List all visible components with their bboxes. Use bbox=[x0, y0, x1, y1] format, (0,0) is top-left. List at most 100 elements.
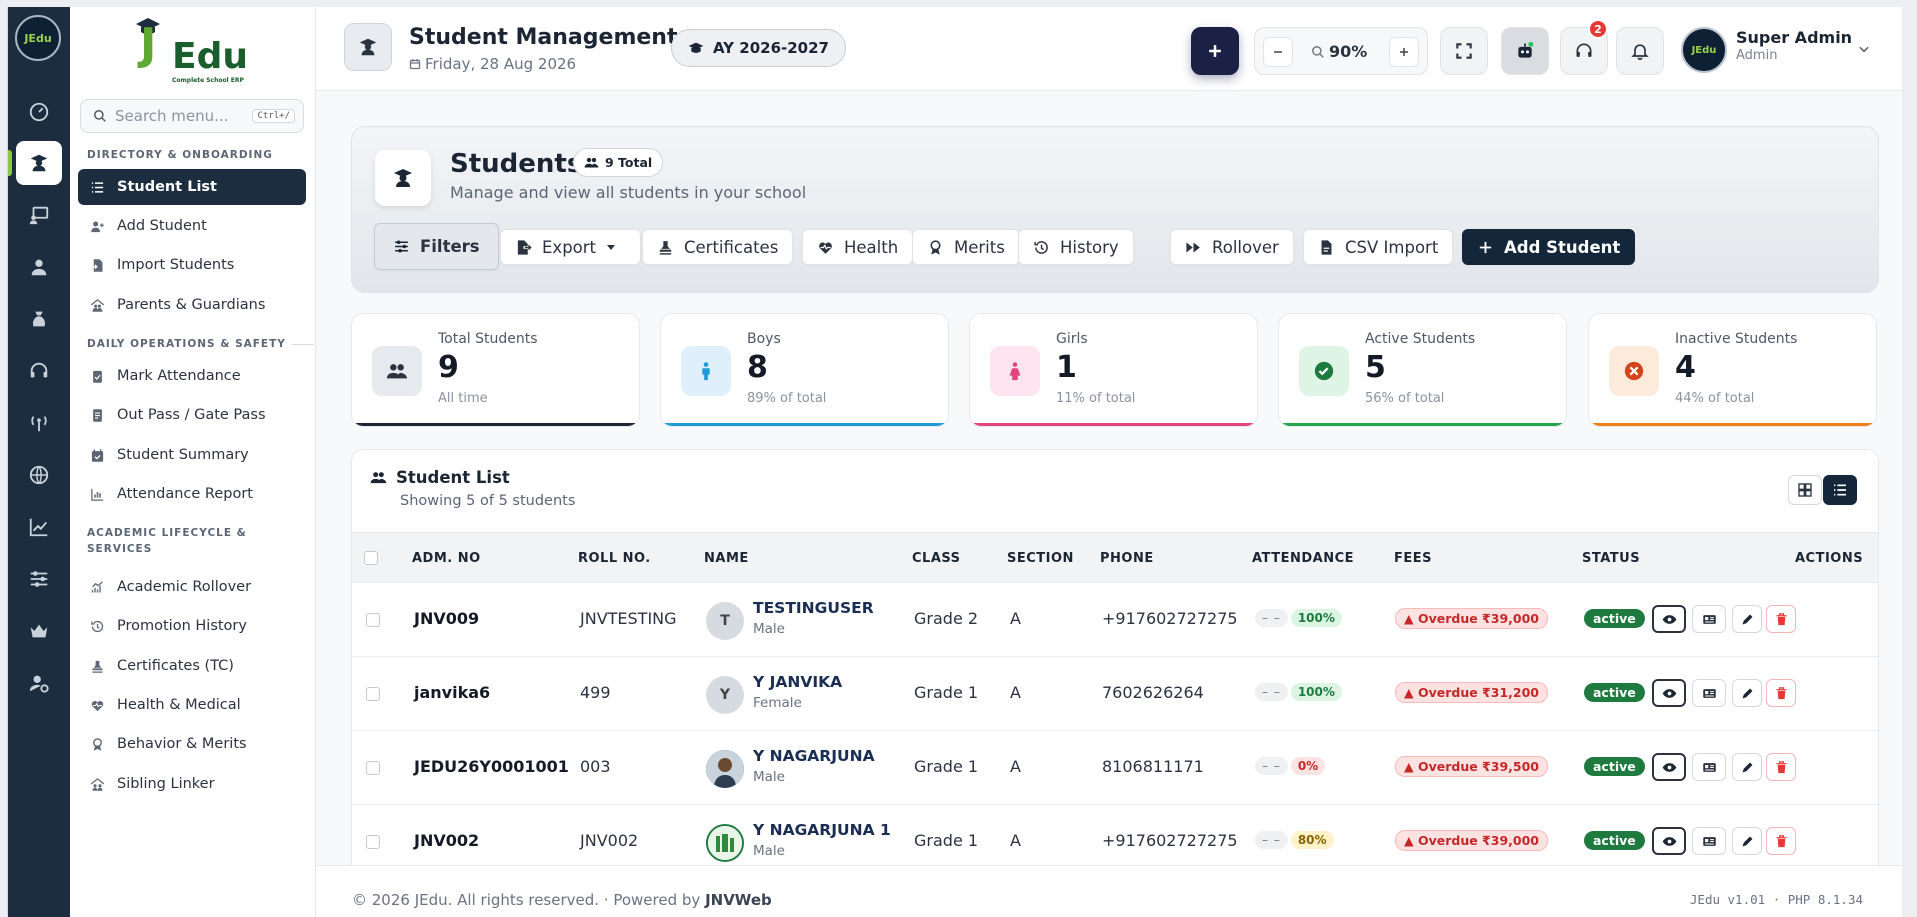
student-name[interactable]: Y NAGARJUNA 1 bbox=[753, 821, 891, 839]
powered-by-link[interactable]: JNVWeb bbox=[705, 891, 772, 909]
certificates-button[interactable]: Certificates bbox=[642, 229, 794, 265]
sidebar-item-import-students[interactable]: Import Students bbox=[78, 247, 306, 283]
stat-accent-bar bbox=[661, 423, 948, 426]
table-row[interactable]: JNV002 JNV002 Y NAGARJUNA 1 Male Grade 1… bbox=[352, 805, 1878, 879]
roll-no: 499 bbox=[580, 683, 611, 702]
zoom-out-button[interactable] bbox=[1263, 37, 1293, 67]
students-icon[interactable] bbox=[16, 141, 62, 185]
id-card-button[interactable] bbox=[1692, 753, 1726, 781]
academic-year-selector[interactable]: AY 2026-2027 bbox=[671, 29, 846, 67]
sidebar-item-academic-rollover[interactable]: Academic Rollover bbox=[78, 569, 306, 605]
student-name[interactable]: Y NAGARJUNA bbox=[753, 747, 875, 765]
column-header[interactable]: STATUS bbox=[1582, 551, 1641, 566]
jedu-logo[interactable]: J Edu Complete School ERP bbox=[132, 17, 252, 84]
table-row[interactable]: janvika6 499 Y Y JANVIKA Female Grade 1 … bbox=[352, 657, 1878, 731]
column-header[interactable]: PHONE bbox=[1100, 551, 1154, 566]
zoom-in-button[interactable] bbox=[1389, 37, 1419, 67]
avatar[interactable]: JEdu bbox=[1681, 27, 1727, 73]
edit-button[interactable] bbox=[1732, 827, 1762, 855]
sidebar-item-mark-attendance[interactable]: Mark Attendance bbox=[78, 358, 306, 394]
calendar-icon bbox=[409, 59, 421, 70]
sliders-icon[interactable] bbox=[16, 557, 62, 601]
sidebar-item-behavior[interactable]: Behavior & Merits bbox=[78, 726, 306, 762]
csv-import-button[interactable]: CSV Import bbox=[1303, 229, 1454, 265]
table-row[interactable]: JNV009 JNVTESTING T TESTINGUSER Male Gra… bbox=[352, 583, 1878, 657]
sidebar-item-sibling-linker[interactable]: Sibling Linker bbox=[78, 766, 306, 802]
rail-logo[interactable]: JEdu bbox=[15, 15, 61, 61]
id-card-button[interactable] bbox=[1692, 605, 1726, 633]
crown-icon[interactable] bbox=[16, 609, 62, 653]
student-name[interactable]: TESTINGUSER bbox=[753, 599, 874, 617]
dashboard-icon[interactable] bbox=[16, 90, 62, 134]
chevron-down-icon[interactable] bbox=[1857, 42, 1871, 56]
user-settings-icon[interactable] bbox=[16, 661, 62, 705]
delete-button[interactable] bbox=[1766, 605, 1796, 633]
export-button[interactable]: Export bbox=[500, 229, 642, 265]
row-checkbox[interactable] bbox=[366, 761, 380, 775]
support-icon[interactable] bbox=[16, 349, 62, 393]
sidebar-item-certificates[interactable]: Certificates (TC) bbox=[78, 648, 306, 684]
status-badge: active bbox=[1584, 831, 1645, 850]
sidebar-item-attendance-report[interactable]: Attendance Report bbox=[78, 476, 306, 512]
adm-no: JNV009 bbox=[414, 609, 480, 628]
ai-assistant-button[interactable] bbox=[1501, 27, 1549, 75]
sidebar-item-health[interactable]: Health & Medical bbox=[78, 687, 306, 723]
sidebar-item-promotion-history[interactable]: Promotion History bbox=[78, 608, 306, 644]
fees-icon[interactable] bbox=[16, 297, 62, 341]
table-row[interactable]: JEDU26Y0001001 003 Y NAGARJUNA Male Grad… bbox=[352, 731, 1878, 805]
users-icon bbox=[584, 157, 599, 168]
section: A bbox=[1010, 609, 1021, 628]
sidebar-item-parents[interactable]: Parents & Guardians bbox=[78, 287, 306, 323]
zoom-level[interactable]: 90% bbox=[1311, 42, 1367, 61]
edit-button[interactable] bbox=[1732, 679, 1762, 707]
globe-icon[interactable] bbox=[16, 453, 62, 497]
menu-search-input[interactable]: Search menu... Ctrl+/ bbox=[80, 99, 304, 133]
user-name[interactable]: Super Admin bbox=[1736, 28, 1853, 47]
staff-icon[interactable] bbox=[16, 245, 62, 289]
merits-button[interactable]: Merits bbox=[912, 229, 1020, 265]
graduation-cap-icon bbox=[688, 42, 704, 53]
column-header[interactable]: NAME bbox=[704, 551, 749, 566]
add-student-button[interactable]: Add Student bbox=[1462, 229, 1636, 265]
transport-icon[interactable] bbox=[16, 401, 62, 445]
notifications-button[interactable] bbox=[1616, 27, 1664, 75]
student-name[interactable]: Y JANVIKA bbox=[753, 673, 843, 691]
delete-button[interactable] bbox=[1766, 679, 1796, 707]
heart-pulse-icon bbox=[819, 242, 832, 254]
view-button[interactable] bbox=[1652, 679, 1686, 707]
quick-add-button[interactable] bbox=[1191, 27, 1239, 75]
rollover-button[interactable]: Rollover bbox=[1170, 229, 1294, 265]
sidebar-item-student-summary[interactable]: Student Summary bbox=[78, 437, 306, 473]
view-button[interactable] bbox=[1652, 827, 1686, 855]
delete-button[interactable] bbox=[1766, 827, 1796, 855]
id-card-button[interactable] bbox=[1692, 827, 1726, 855]
teacher-icon[interactable] bbox=[16, 193, 62, 237]
grid-view-toggle[interactable] bbox=[1788, 475, 1822, 505]
reports-icon[interactable] bbox=[16, 505, 62, 549]
column-header[interactable]: FEES bbox=[1394, 551, 1433, 566]
sidebar-item-gate-pass[interactable]: Out Pass / Gate Pass bbox=[78, 397, 306, 433]
row-checkbox[interactable] bbox=[366, 687, 380, 701]
sidebar-item-add-student[interactable]: Add Student bbox=[78, 208, 306, 244]
row-checkbox[interactable] bbox=[366, 835, 380, 849]
column-header[interactable]: SECTION bbox=[1007, 551, 1074, 566]
select-all-checkbox[interactable] bbox=[364, 551, 378, 565]
sidebar-item-student-list[interactable]: Student List bbox=[78, 169, 306, 205]
health-button[interactable]: Health bbox=[802, 229, 914, 265]
column-header[interactable]: ADM. NO bbox=[412, 551, 481, 566]
id-card-button[interactable] bbox=[1692, 679, 1726, 707]
fullscreen-button[interactable] bbox=[1440, 27, 1488, 75]
column-header[interactable]: ATTENDANCE bbox=[1252, 551, 1354, 566]
history-button[interactable]: History bbox=[1018, 229, 1134, 265]
row-checkbox[interactable] bbox=[366, 613, 380, 627]
view-button[interactable] bbox=[1652, 753, 1686, 781]
list-view-toggle[interactable] bbox=[1823, 475, 1857, 505]
filters-button[interactable]: Filters bbox=[374, 223, 499, 270]
phone: 7602626264 bbox=[1102, 683, 1204, 702]
view-button[interactable] bbox=[1652, 605, 1686, 633]
column-header[interactable]: CLASS bbox=[912, 551, 961, 566]
delete-button[interactable] bbox=[1766, 753, 1796, 781]
column-header[interactable]: ROLL NO. bbox=[578, 551, 651, 566]
edit-button[interactable] bbox=[1732, 605, 1762, 633]
edit-button[interactable] bbox=[1732, 753, 1762, 781]
